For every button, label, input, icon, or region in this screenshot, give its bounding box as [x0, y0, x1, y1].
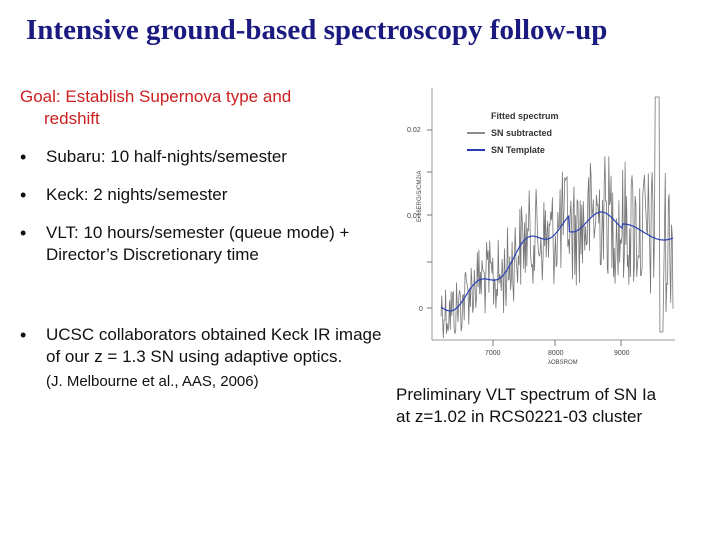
bullet-subaru: • Subaru: 10 half-nights/semester — [20, 146, 390, 168]
bullet-text: Subaru: 10 half-nights/semester — [46, 147, 287, 166]
bullet-text: UCSC collaborators obtained Keck IR imag… — [46, 325, 382, 366]
bullet-marker: • — [20, 147, 27, 167]
citation-note: (J. Melbourne et al., AAS, 2006) — [46, 373, 259, 390]
series-line-sn-template — [440, 211, 674, 312]
slide-title: Intensive ground-based spectroscopy foll… — [26, 14, 608, 46]
x-axis-label: λOBSROM — [548, 360, 578, 366]
x-tick-label: 9000 — [614, 350, 630, 357]
legend-label-sn-template: SN Template — [491, 145, 545, 155]
bullet-marker: • — [20, 325, 27, 345]
bullet-keck: • Keck: 2 nights/semester — [20, 184, 390, 206]
x-tick-label: 8000 — [548, 350, 564, 357]
bullet-text: Keck: 2 nights/semester — [46, 185, 228, 204]
bullet-ucsc: • UCSC collaborators obtained Keck IR im… — [20, 324, 390, 393]
legend-label-sn-subtracted: SN subtracted — [491, 128, 552, 138]
y-tick-label: 0.01 — [407, 213, 421, 220]
y-tick-label: 0 — [419, 306, 423, 313]
series-line-sn-subtracted — [440, 96, 674, 339]
bullet-body: UCSC collaborators obtained Keck IR imag… — [46, 324, 390, 393]
goal-text: Goal: Establish Supernova type and redsh… — [20, 86, 380, 130]
x-tick-label: 7000 — [485, 350, 501, 357]
y-axis-label: E-16ERG/S/CM2/A — [417, 171, 423, 222]
bullet-vlt: • VLT: 10 hours/semester (queue mode) + … — [20, 222, 390, 266]
legend-title: Fitted spectrum — [491, 111, 559, 121]
spectrum-plot: 0.02 0.01 0 E-16ERG/S/CM2/A 7000 8000 90… — [407, 88, 675, 366]
bullet-marker: • — [20, 223, 27, 243]
bullet-marker: • — [20, 185, 27, 205]
goal-line-2: redshift — [44, 109, 100, 128]
figure-caption: Preliminary VLT spectrum of SN Ia at z=1… — [396, 384, 716, 428]
bullet-text: VLT: 10 hours/semester (queue mode) + Di… — [46, 223, 350, 264]
caption-line-2: at z=1.02 in RCS0221-03 cluster — [396, 407, 643, 426]
y-tick-label: 0.02 — [407, 127, 421, 134]
goal-line-1: Goal: Establish Supernova type and — [20, 87, 292, 106]
caption-line-1: Preliminary VLT spectrum of SN Ia — [396, 385, 657, 404]
